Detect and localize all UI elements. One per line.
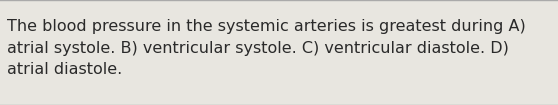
Text: The blood pressure in the systemic arteries is greatest during A)
atrial systole: The blood pressure in the systemic arter… bbox=[7, 19, 526, 77]
